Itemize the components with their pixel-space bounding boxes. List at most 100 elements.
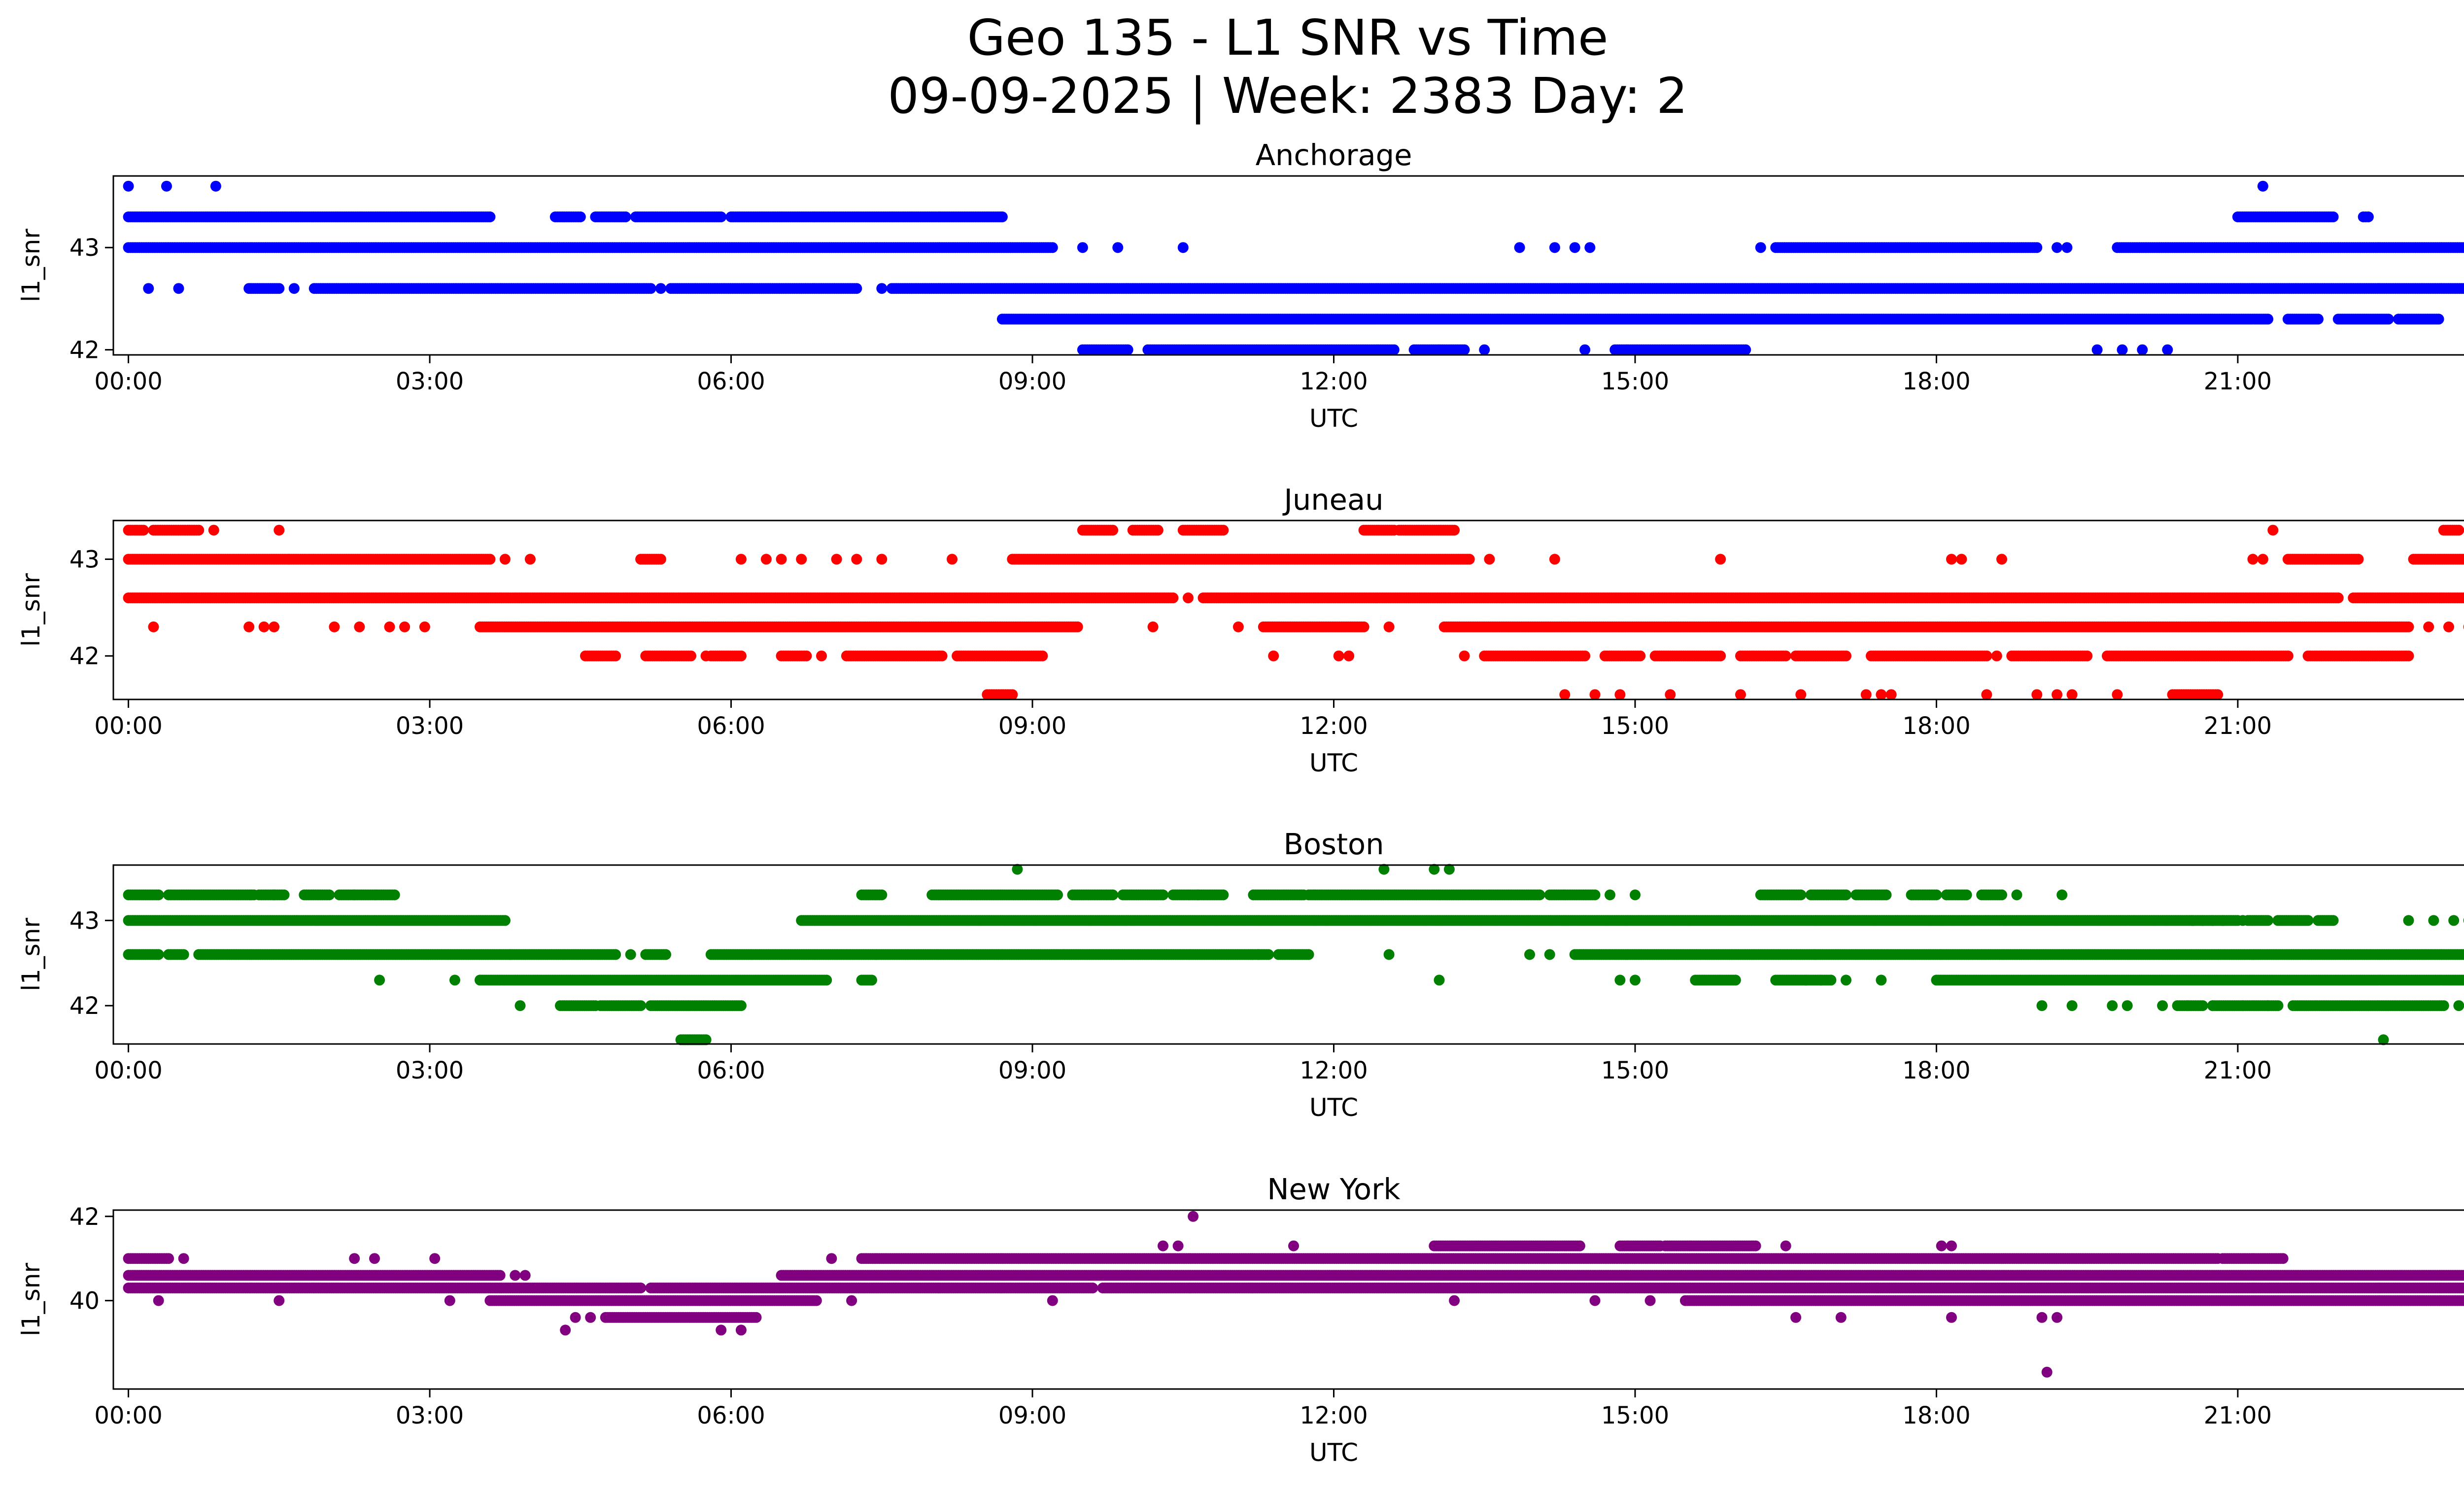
- anchorage-point: [2383, 313, 2394, 325]
- anchorage-x-tick-label: 00:00: [94, 368, 162, 395]
- anchorage-point: [716, 211, 727, 222]
- anchorage-point: [1122, 344, 1133, 355]
- anchorage-points-row: [123, 180, 2268, 192]
- juneau-point: [831, 554, 842, 565]
- juneau-point: [947, 554, 958, 565]
- juneau-point: [208, 524, 219, 536]
- anchorage-x-tick-label: 09:00: [998, 368, 1066, 395]
- anchorage-point: [2091, 344, 2103, 355]
- anchorage-point: [1177, 242, 1189, 253]
- juneau-point: [2332, 592, 2344, 603]
- anchorage-point: [876, 283, 888, 294]
- anchorage-y-axis-label: l1_snr: [17, 229, 45, 302]
- anchorage-point: [2262, 313, 2274, 325]
- anchorage-point: [143, 283, 154, 294]
- anchorage-point: [2137, 344, 2148, 355]
- juneau-point: [138, 524, 149, 536]
- anchorage-point: [1514, 242, 1525, 253]
- juneau-points-row: [148, 621, 2464, 632]
- juneau-point: [1484, 554, 1495, 565]
- juneau-point: [760, 554, 772, 565]
- anchorage-x-tick-label: 06:00: [697, 368, 765, 395]
- juneau-point: [2247, 554, 2259, 565]
- juneau-point: [1107, 524, 1119, 536]
- anchorage-points-row: [123, 211, 2374, 222]
- anchorage-point: [1388, 344, 1400, 355]
- juneau-point: [274, 524, 285, 536]
- juneau-point: [2267, 524, 2279, 536]
- anchorage-points-row: [996, 313, 2444, 325]
- juneau-point: [735, 554, 747, 565]
- anchorage-point: [645, 283, 656, 294]
- anchorage-point: [1549, 242, 1560, 253]
- anchorage-point: [1584, 242, 1596, 253]
- anchorage-x-tick-label: 03:00: [396, 368, 464, 395]
- anchorage-point: [2052, 242, 2063, 253]
- juneau-point: [776, 554, 787, 565]
- juneau-points-row: [123, 524, 2464, 536]
- anchorage-point: [2117, 344, 2128, 355]
- panel-anchorage: 00:00 03:00 06:00 09:00 12:00 15:00 18:00 21:00…: [17, 138, 2464, 433]
- anchorage-point: [996, 211, 1008, 222]
- anchorage-panel-title: Anchorage: [1256, 138, 1412, 172]
- anchorage-point: [2327, 211, 2339, 222]
- anchorage-point: [2313, 313, 2324, 325]
- anchorage-point: [274, 283, 285, 294]
- juneau-point: [2453, 524, 2464, 536]
- anchorage-point: [1569, 242, 1580, 253]
- juneau-point: [1996, 554, 2007, 565]
- juneau-point: [655, 554, 666, 565]
- juneau-point: [1549, 554, 1560, 565]
- anchorage-point: [2362, 211, 2374, 222]
- anchorage-plot-frame: [112, 175, 2464, 356]
- juneau-point: [1449, 524, 1460, 536]
- anchorage-point: [575, 211, 586, 222]
- juneau-point: [1167, 592, 1179, 603]
- juneau-point: [796, 554, 807, 565]
- anchorage-points-row: [143, 283, 2464, 294]
- anchorage-x-tick-label: 18:00: [1902, 368, 1970, 395]
- anchorage-y-tick-label: 42: [69, 337, 100, 364]
- juneau-point: [1946, 554, 1957, 565]
- juneau-point: [1956, 554, 1967, 565]
- anchorage-points-row: [123, 242, 2464, 253]
- anchorage-point: [2061, 242, 2073, 253]
- anchorage-point: [2257, 180, 2268, 192]
- anchorage-point: [484, 211, 496, 222]
- figure-title: Geo 135 - L1 SNR vs Time 09-09-2025 | We…: [0, 9, 2464, 125]
- juneau-point: [851, 554, 862, 565]
- juneau-point: [1218, 524, 1229, 536]
- juneau-point: [1464, 554, 1475, 565]
- anchorage-x-tick-label: 21:00: [2204, 368, 2272, 395]
- anchorage-point: [1047, 242, 1058, 253]
- juneau-point: [1183, 592, 1194, 603]
- anchorage-point: [1479, 344, 1490, 355]
- juneau-points-row: [123, 554, 2464, 565]
- anchorage-point: [123, 180, 134, 192]
- anchorage-point: [655, 283, 666, 294]
- anchorage-point: [1755, 242, 1766, 253]
- juneau-point: [283, 554, 295, 565]
- figure-title-line-2: 09-09-2025 | Week: 2383 Day: 2: [888, 67, 1688, 125]
- juneau-points-row: [123, 592, 2464, 603]
- anchorage-point: [620, 211, 631, 222]
- figure-title-line-1: Geo 135 - L1 SNR vs Time: [967, 9, 1608, 67]
- juneau-points: [123, 524, 2464, 700]
- anchorage-point: [1459, 344, 1470, 355]
- anchorage-point: [288, 283, 300, 294]
- juneau-point: [876, 554, 888, 565]
- anchorage-x-tick-label: 15:00: [1601, 368, 1669, 395]
- juneau-point: [1152, 524, 1164, 536]
- juneau-point: [1715, 554, 1726, 565]
- juneau-point: [499, 554, 511, 565]
- anchorage-point: [1579, 344, 1591, 355]
- anchorage-point: [2433, 313, 2444, 325]
- juneau-point: [2353, 554, 2364, 565]
- anchorage-point: [1740, 344, 1751, 355]
- anchorage-point: [1112, 242, 1124, 253]
- anchorage-point: [161, 180, 172, 192]
- juneau-point: [193, 524, 205, 536]
- juneau-point: [2257, 554, 2268, 565]
- anchorage-point: [173, 283, 184, 294]
- anchorage-x-axis-label: UTC: [1309, 404, 1358, 433]
